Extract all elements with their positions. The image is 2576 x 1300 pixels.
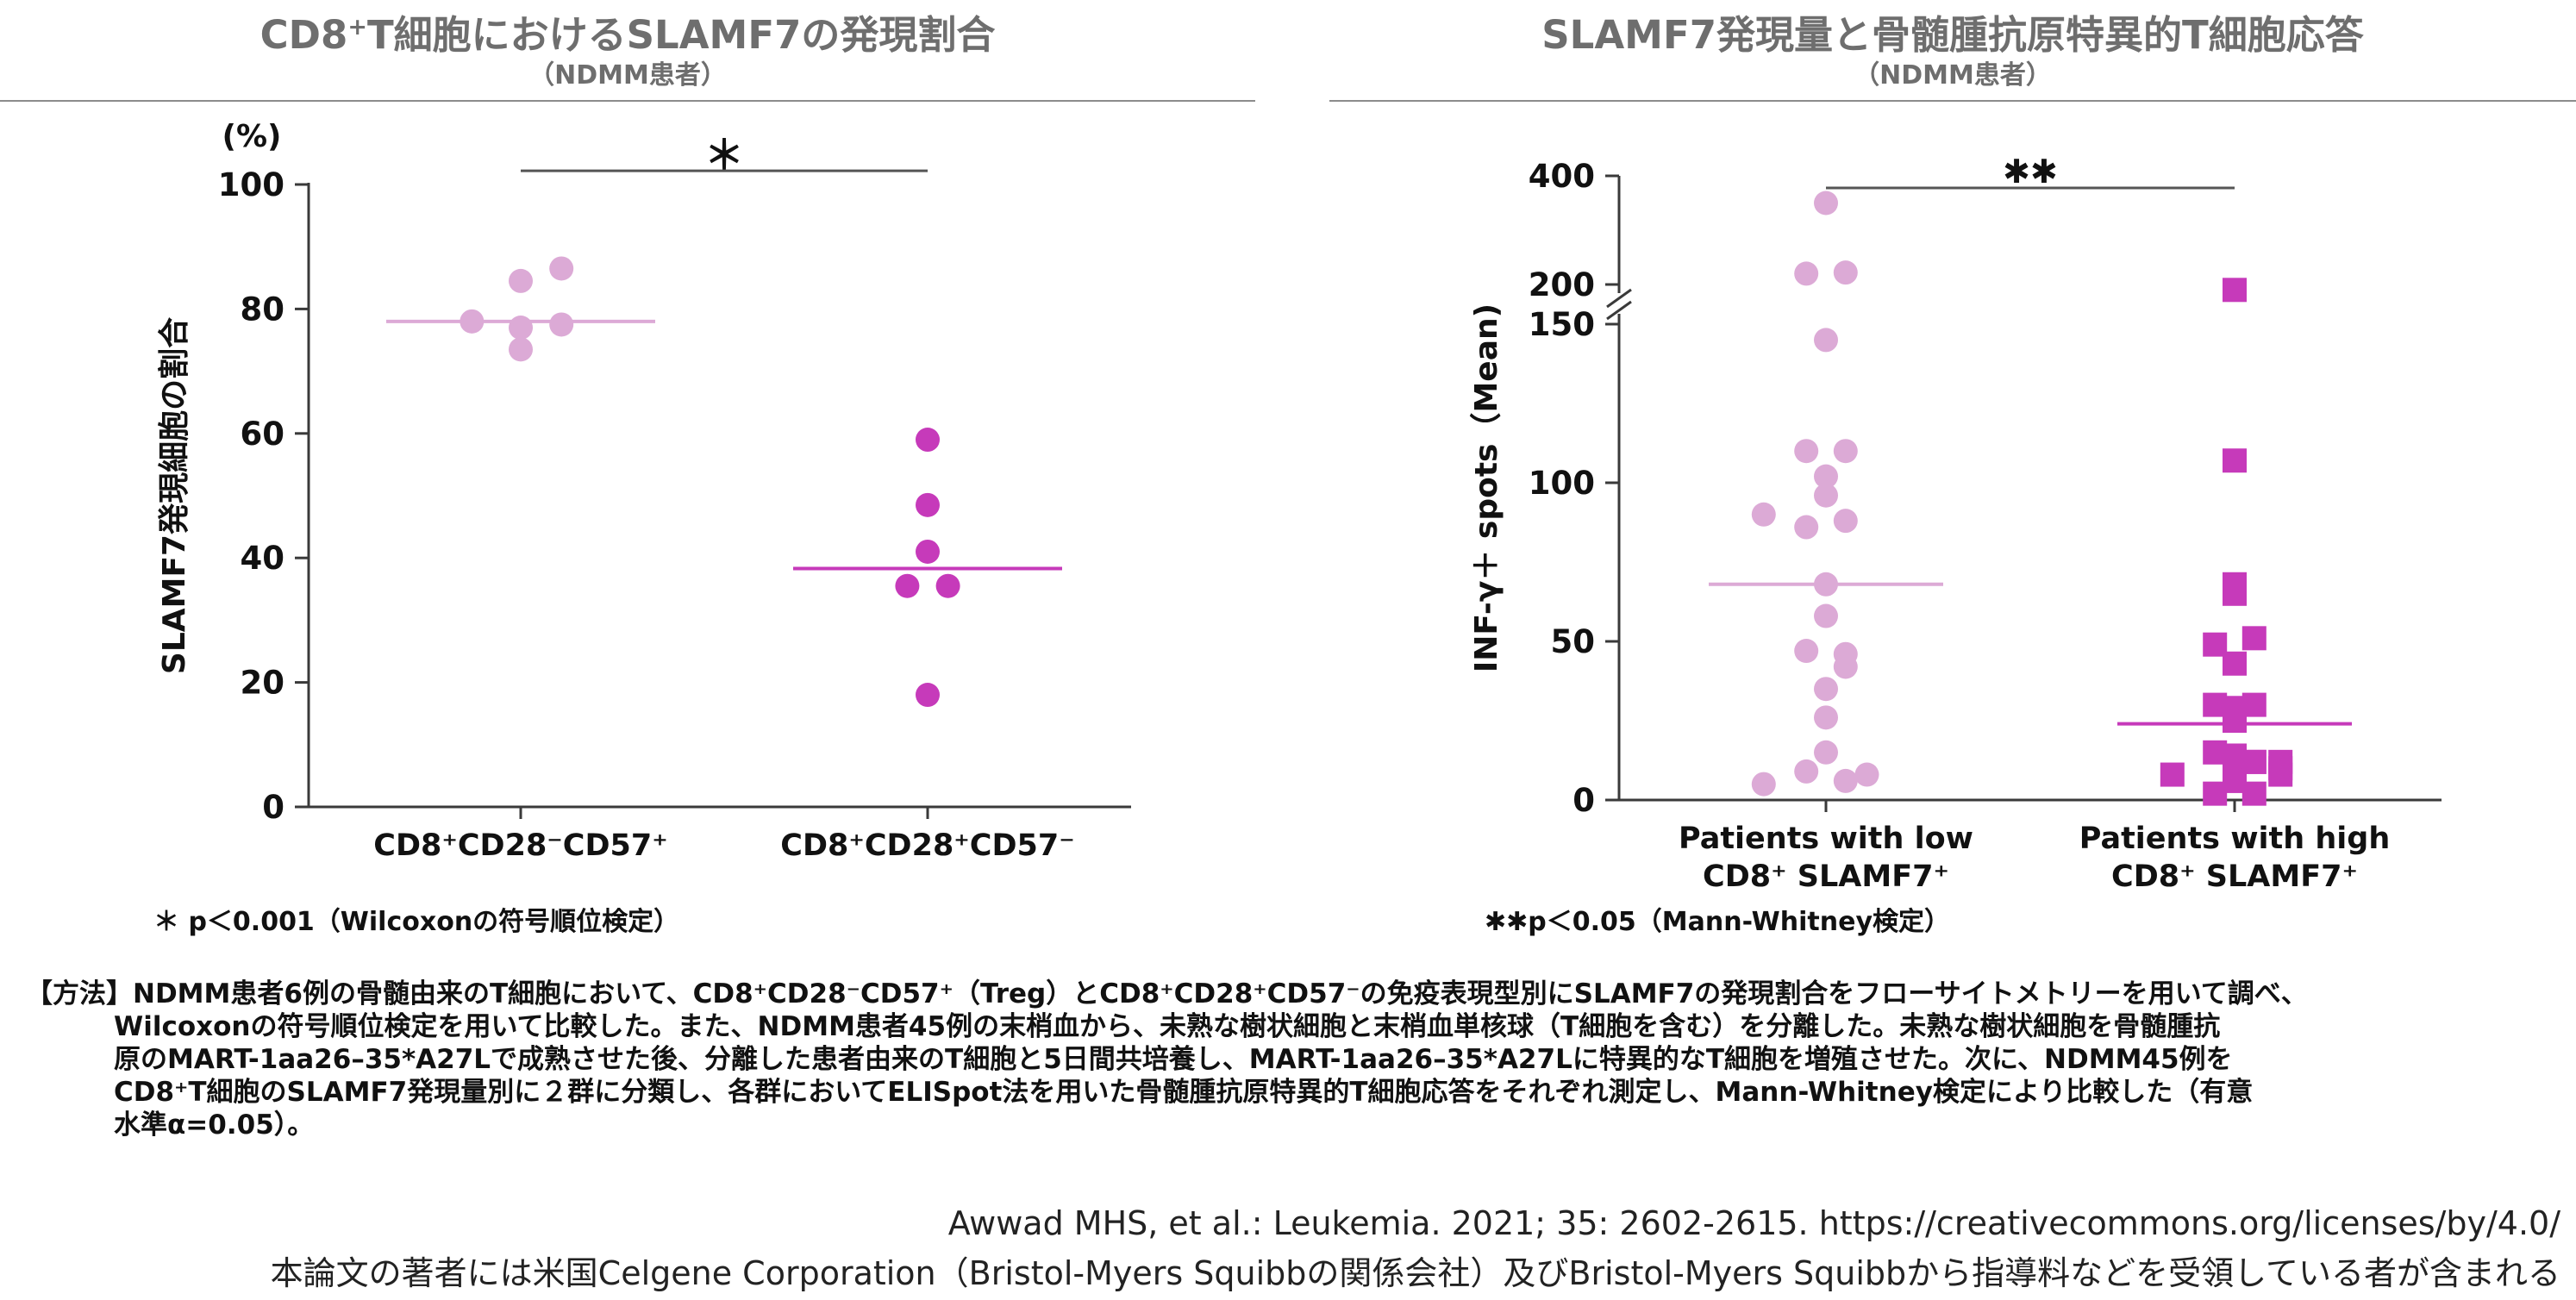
citation-line-2: 本論文の著者には米国Celgene Corporation（Bristol-My…: [270, 1254, 2560, 1292]
data-point: [1814, 677, 1838, 702]
data-point: [1794, 759, 1819, 784]
data-point: [460, 309, 485, 334]
data-point: [2223, 651, 2247, 676]
data-point: [2223, 278, 2247, 303]
data-point: [2203, 781, 2228, 806]
y-tick-label: 80: [241, 291, 285, 328]
x-category-label-line2: CD8⁺ SLAMF7⁺: [2111, 859, 2358, 894]
y-tick-label: 150: [1529, 306, 1595, 343]
data-point: [1794, 261, 1819, 286]
data-point: [2223, 581, 2247, 606]
right-footnote: ✱✱p＜0.05（Mann-Whitney検定）: [1485, 907, 1951, 937]
y-unit-label: (%): [222, 119, 282, 154]
x-category-label: CD8⁺CD28⁻CD57⁺: [373, 828, 667, 863]
y-axis-label: INF-γ＋ spots（Mean): [1469, 303, 1504, 672]
data-point: [1833, 260, 1858, 285]
left-chart-title: CD8+T細胞におけるSLAMF7の発現割合: [0, 12, 1255, 59]
methods-line-2: Wilcoxonの符号順位検定を用いて比較した。また、NDMM患者45例の末梢血…: [114, 1011, 2221, 1042]
data-point: [916, 428, 940, 453]
data-point: [895, 573, 920, 598]
right-chart-title: SLAMF7発現量と骨髄腫抗原特異的T細胞応答: [1541, 12, 2364, 58]
data-point: [1833, 509, 1858, 534]
y-tick-label: 100: [1529, 465, 1595, 502]
data-point: [2268, 762, 2293, 787]
y-tick-label: 60: [241, 416, 285, 453]
left-header-divider: [0, 100, 1255, 102]
data-point: [1814, 572, 1838, 597]
y-tick-label: 40: [241, 540, 285, 577]
right-header-divider: [1329, 100, 2576, 102]
data-point: [1751, 502, 1776, 527]
methods-line-1: 【方法】NDMM患者6例の骨髄由来のT細胞において、CD8⁺CD28⁻CD57⁺…: [26, 978, 2560, 1010]
right-chart-subtitle: （NDMM患者）: [1854, 60, 2052, 91]
left-chart-subtitle: （NDMM患者）: [528, 60, 727, 91]
data-point: [2160, 762, 2185, 787]
methods-line-3: 原のMART-1aa26–35*A27Lで成熟させた後、分離した患者由来のT細胞…: [114, 1044, 2233, 1075]
x-category-label-line1: Patients with low: [1679, 822, 1973, 856]
y-tick-label: 100: [218, 166, 284, 203]
x-category-label-line2: CD8⁺ SLAMF7⁺: [1703, 859, 1949, 894]
data-point: [1814, 483, 1838, 508]
data-point: [2241, 626, 2267, 651]
data-point: [2223, 709, 2247, 733]
data-point: [509, 268, 533, 293]
data-point: [916, 539, 940, 564]
data-point: [1814, 191, 1838, 216]
axis-break-mark-lower: [1606, 300, 1632, 321]
data-point: [1814, 740, 1838, 765]
y-axis-label: SLAMF7発現細胞の割合: [157, 317, 192, 674]
data-point: [1794, 639, 1819, 664]
x-category-label-line1: Patients with high: [2079, 822, 2391, 856]
data-point: [916, 492, 940, 517]
data-point: [549, 312, 574, 337]
data-point: [916, 683, 940, 708]
data-point: [1751, 772, 1776, 797]
axis-break-mark-upper: [1606, 288, 1632, 309]
data-point: [2223, 448, 2247, 473]
y-tick-label: 20: [241, 665, 285, 702]
x-category-label: CD8⁺CD28⁺CD57⁻: [780, 828, 1074, 863]
data-point: [549, 256, 574, 281]
data-point: [1814, 705, 1838, 730]
methods-text: 【方法】NDMM患者6例の骨髄由来のT細胞において、CD8⁺CD28⁻CD57⁺…: [26, 978, 2560, 1141]
y-tick-label: 400: [1529, 158, 1595, 195]
data-point: [1794, 439, 1819, 464]
methods-line-1-text: NDMM患者6例の骨髄由来のT細胞において、CD8⁺CD28⁻CD57⁺（Tre…: [133, 978, 2308, 1009]
data-point: [1814, 328, 1838, 353]
citation-line-1: Awwad MHS, et al.: Leukemia. 2021; 35: 2…: [947, 1204, 2560, 1242]
y-tick-label: 50: [1551, 623, 1596, 660]
left-footnote: ＊ p＜0.001（Wilcoxonの符号順位検定）: [153, 907, 680, 937]
left-chart: 0 20 40 60 80 100 (%) SLAMF7発現細胞の割合 CD8⁺CD28⁻CD5…: [157, 119, 1131, 863]
left-title-post: T細胞におけるSLAMF7の発現割合: [366, 12, 996, 58]
methods-lead: 【方法】: [26, 978, 133, 1009]
left-title-pre: CD8: [259, 12, 348, 58]
left-title-sup: +: [347, 14, 367, 41]
data-point: [1854, 762, 1879, 787]
y-tick-label: 0: [1572, 782, 1595, 819]
y-tick-label: 200: [1529, 266, 1595, 303]
data-point: [1833, 654, 1858, 679]
data-point: [509, 316, 533, 341]
methods-line-5: 水準α=0.05）。: [114, 1109, 315, 1141]
data-point: [1794, 515, 1819, 540]
significance-marker: ＊: [704, 132, 744, 178]
y-tick-label: 0: [262, 789, 284, 826]
data-point: [935, 573, 960, 598]
data-point: [1814, 603, 1838, 628]
data-point: [1814, 464, 1838, 489]
significance-marker: ✱✱: [2003, 153, 2058, 191]
methods-line-4: CD8⁺T細胞のSLAMF7発現量別に２群に分類し、各群においてELISpot法…: [114, 1077, 2254, 1108]
data-point: [1833, 768, 1858, 793]
data-point: [2241, 781, 2267, 806]
data-point: [1833, 439, 1858, 464]
data-point: [509, 337, 533, 362]
